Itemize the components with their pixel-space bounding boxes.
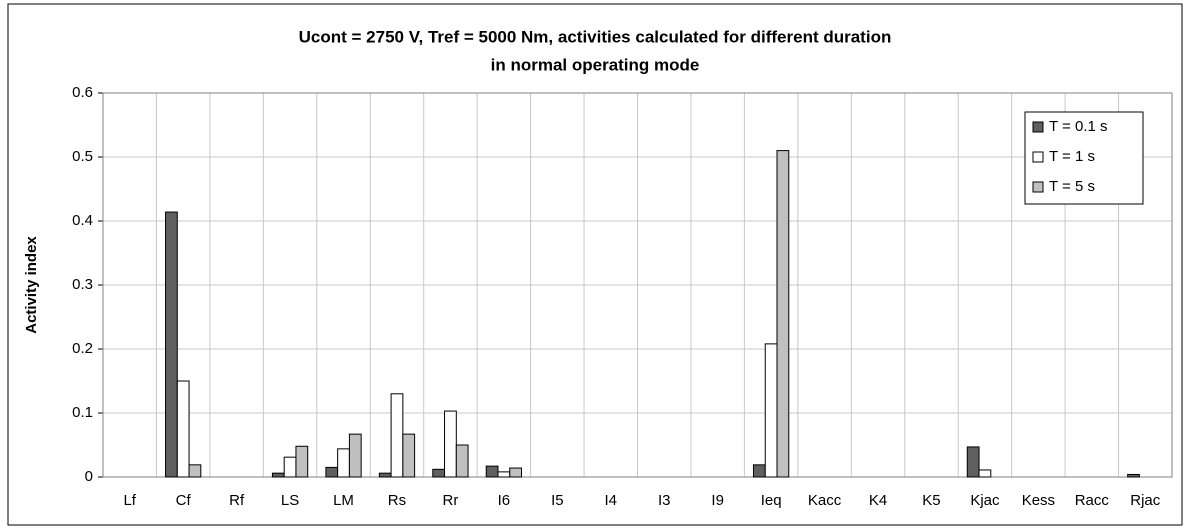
bar bbox=[752, 464, 766, 478]
legend-swatch bbox=[1032, 121, 1044, 133]
bar bbox=[455, 444, 469, 478]
y-tick-label: 0.3 bbox=[72, 276, 93, 293]
y-axis-label: Activity index bbox=[23, 236, 40, 334]
x-tick-label: Cf bbox=[176, 492, 192, 509]
x-tick-label: I4 bbox=[605, 492, 618, 509]
bar bbox=[764, 343, 778, 478]
chart-title: Ucont = 2750 V, Tref = 5000 Nm, activiti… bbox=[299, 27, 892, 46]
bar bbox=[966, 446, 980, 478]
bar bbox=[271, 472, 285, 478]
x-tick-label: Rf bbox=[229, 492, 245, 509]
x-tick-label: I9 bbox=[711, 492, 724, 509]
bar bbox=[509, 467, 523, 478]
chart-border bbox=[7, 3, 1183, 526]
bar bbox=[390, 393, 404, 478]
x-tick-label: K4 bbox=[869, 492, 887, 509]
bar bbox=[497, 471, 511, 478]
legend-label: T = 0.1 s bbox=[1049, 118, 1108, 135]
x-tick-label: Rs bbox=[388, 492, 406, 509]
bar bbox=[1127, 473, 1140, 478]
legend-label: T = 5 s bbox=[1049, 178, 1095, 195]
bar bbox=[402, 433, 416, 478]
x-tick-label: Kacc bbox=[808, 492, 842, 509]
bar bbox=[776, 150, 790, 478]
bar bbox=[188, 464, 202, 478]
bar bbox=[176, 380, 190, 478]
y-tick-label: 0.6 bbox=[72, 84, 93, 101]
x-tick-label: I5 bbox=[551, 492, 564, 509]
legend-swatch bbox=[1032, 181, 1044, 193]
bar bbox=[283, 456, 297, 478]
bar bbox=[485, 465, 499, 478]
x-tick-label: LS bbox=[281, 492, 299, 509]
bar bbox=[337, 448, 350, 478]
legend-swatch bbox=[1032, 151, 1044, 163]
y-tick-label: 0.5 bbox=[72, 148, 93, 165]
y-tick-label: 0.4 bbox=[72, 212, 93, 229]
legend-box bbox=[1024, 111, 1144, 205]
x-tick-label: Kjac bbox=[970, 492, 1000, 509]
x-tick-label: Rjac bbox=[1130, 492, 1161, 509]
chart-title: in normal operating mode bbox=[491, 55, 700, 74]
y-tick-label: 0.2 bbox=[72, 340, 93, 357]
x-tick-label: Rr bbox=[443, 492, 459, 509]
y-tick-label: 0.1 bbox=[72, 404, 93, 421]
x-tick-label: Kess bbox=[1022, 492, 1055, 509]
bar bbox=[432, 468, 446, 478]
bar bbox=[444, 410, 457, 478]
x-tick-label: Lf bbox=[123, 492, 136, 509]
bar bbox=[978, 469, 992, 478]
x-tick-label: I3 bbox=[658, 492, 671, 509]
bar bbox=[165, 211, 178, 478]
x-tick-label: K5 bbox=[922, 492, 940, 509]
x-tick-label: Ieq bbox=[761, 492, 782, 509]
bar bbox=[348, 433, 362, 478]
y-tick-label: 0 bbox=[85, 468, 93, 485]
bar bbox=[325, 466, 339, 478]
plot-border bbox=[102, 92, 1173, 478]
bar bbox=[295, 445, 309, 478]
x-tick-label: I6 bbox=[498, 492, 511, 509]
x-tick-label: Racc bbox=[1075, 492, 1110, 509]
x-tick-label: LM bbox=[333, 492, 354, 509]
bar bbox=[378, 472, 392, 478]
legend-label: T = 1 s bbox=[1049, 148, 1095, 165]
